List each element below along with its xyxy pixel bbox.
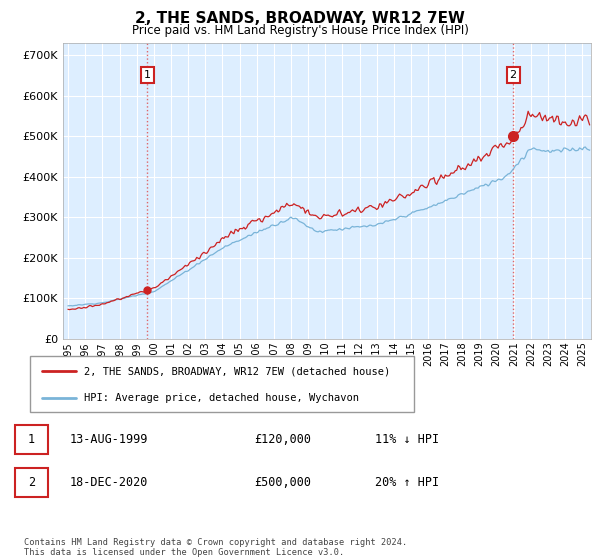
Text: HPI: Average price, detached house, Wychavon: HPI: Average price, detached house, Wych… [84, 393, 359, 403]
FancyBboxPatch shape [15, 468, 48, 497]
Text: Contains HM Land Registry data © Crown copyright and database right 2024.
This d: Contains HM Land Registry data © Crown c… [24, 538, 407, 557]
FancyBboxPatch shape [15, 426, 48, 454]
Text: 2, THE SANDS, BROADWAY, WR12 7EW: 2, THE SANDS, BROADWAY, WR12 7EW [135, 11, 465, 26]
Text: 2, THE SANDS, BROADWAY, WR12 7EW (detached house): 2, THE SANDS, BROADWAY, WR12 7EW (detach… [84, 366, 390, 376]
Text: 1: 1 [144, 70, 151, 80]
Text: 13-AUG-1999: 13-AUG-1999 [70, 433, 148, 446]
Text: 1: 1 [28, 433, 35, 446]
Text: 20% ↑ HPI: 20% ↑ HPI [375, 476, 439, 489]
Text: 2: 2 [28, 476, 35, 489]
Text: 2: 2 [509, 70, 517, 80]
Text: 18-DEC-2020: 18-DEC-2020 [70, 476, 148, 489]
Text: Price paid vs. HM Land Registry's House Price Index (HPI): Price paid vs. HM Land Registry's House … [131, 24, 469, 36]
FancyBboxPatch shape [30, 356, 414, 412]
Text: 11% ↓ HPI: 11% ↓ HPI [375, 433, 439, 446]
Text: £500,000: £500,000 [254, 476, 311, 489]
Text: £120,000: £120,000 [254, 433, 311, 446]
